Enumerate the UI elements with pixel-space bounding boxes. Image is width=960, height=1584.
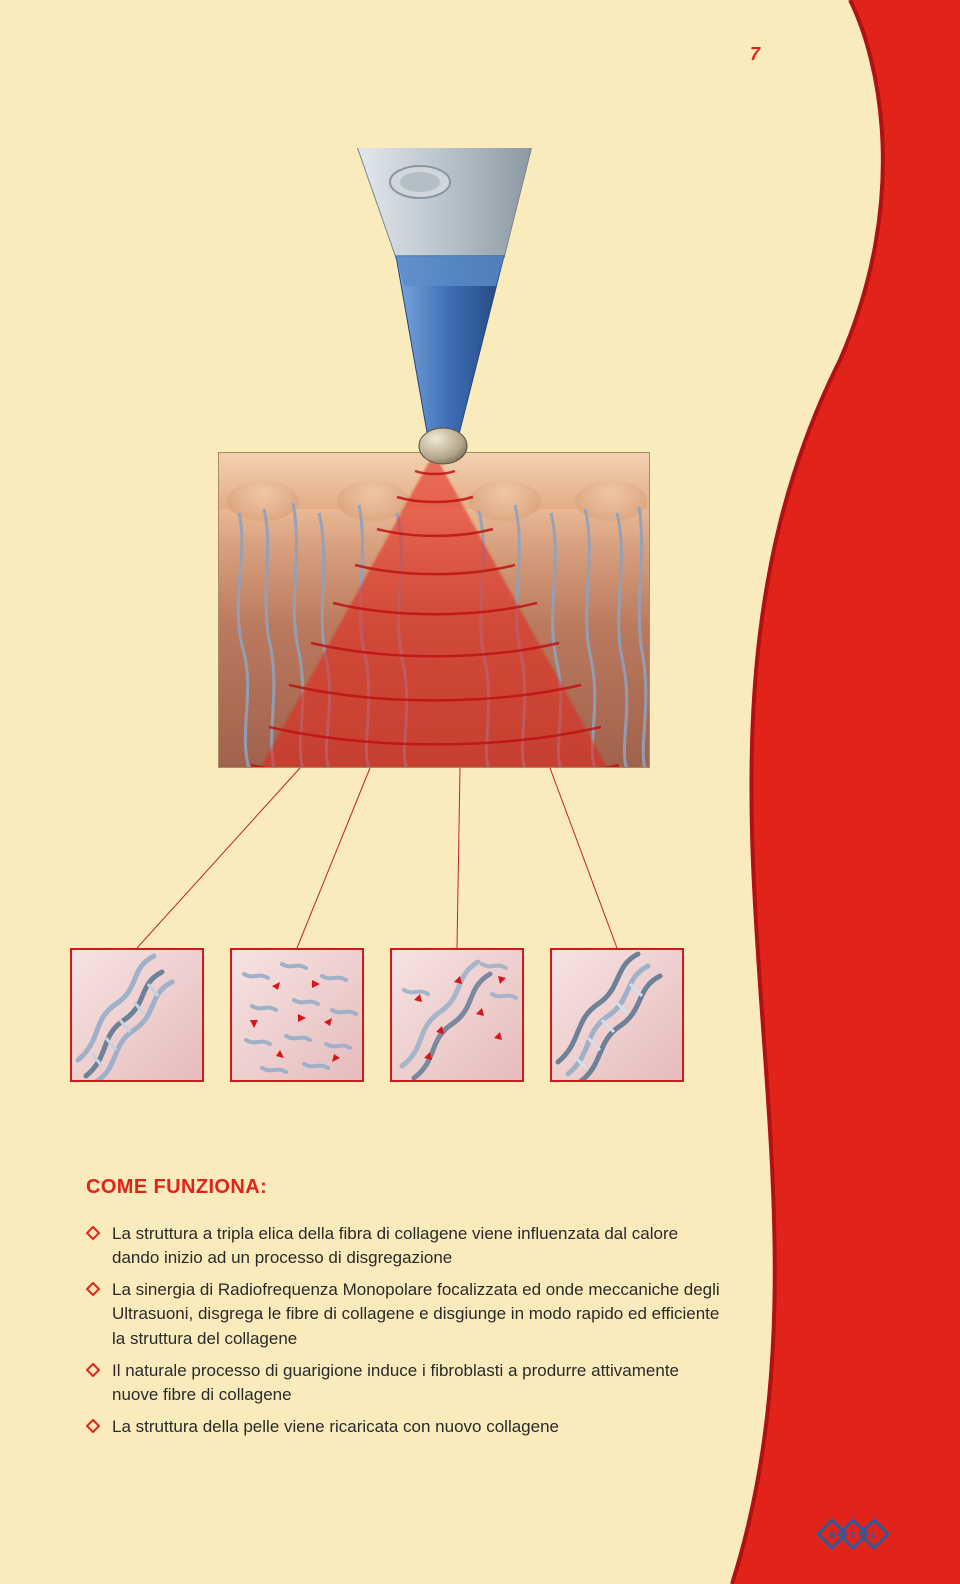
brand-logo-icon: B T L: [812, 1514, 894, 1556]
diamond-bullet-icon: [86, 1363, 106, 1377]
callout-disgregation: [230, 948, 364, 1082]
list-item-text: Il naturale processo di guarigione induc…: [112, 1359, 726, 1407]
diamond-bullet-icon: [86, 1419, 106, 1433]
svg-text:B: B: [829, 1530, 836, 1540]
callout-intact-helix: [70, 948, 204, 1082]
diamond-bullet-icon: [86, 1282, 106, 1296]
svg-text:T: T: [850, 1530, 856, 1540]
bullet-list: La struttura a tripla elica della fibra …: [86, 1222, 726, 1447]
list-item: Il naturale processo di guarigione induc…: [86, 1359, 726, 1407]
list-item-text: La sinergia di Radiofrequenza Monopolare…: [112, 1278, 726, 1350]
section-heading: COME FUNZIONA:: [86, 1176, 267, 1199]
list-item-text: La struttura a tripla elica della fibra …: [112, 1222, 726, 1270]
list-item: La struttura a tripla elica della fibra …: [86, 1222, 726, 1270]
callout-row: [70, 818, 690, 1118]
svg-text:L: L: [871, 1530, 877, 1540]
callout-reforming: [390, 948, 524, 1082]
list-item-text: La struttura della pelle viene ricaricat…: [112, 1415, 726, 1439]
callout-new-collagen: [550, 948, 684, 1082]
list-item: La sinergia di Radiofrequenza Monopolare…: [86, 1278, 726, 1350]
diamond-bullet-icon: [86, 1226, 106, 1240]
list-item: La struttura della pelle viene ricaricat…: [86, 1415, 726, 1439]
